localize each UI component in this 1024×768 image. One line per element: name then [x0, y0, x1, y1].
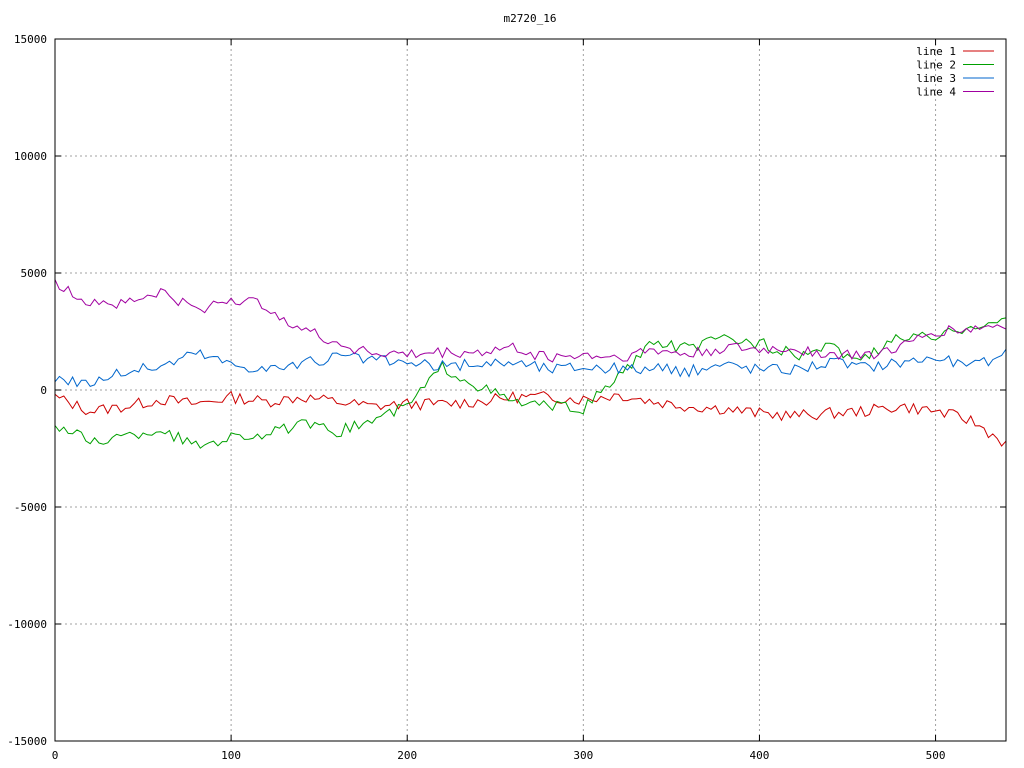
y-tick-label: 15000: [14, 33, 47, 46]
y-tick-label: -10000: [7, 618, 47, 631]
tick-layer: 0 100 200 300 400 500 -15000 -10000 -5000 0 5000 10…: [7, 33, 1006, 762]
x-tick-label: 200: [397, 749, 417, 762]
y-tick-label: 0: [40, 384, 47, 397]
series-line-2: [54, 317, 1007, 449]
x-tick-label: 0: [52, 749, 59, 762]
y-tick-label: 10000: [14, 150, 47, 163]
series-line-3: [54, 347, 1007, 390]
legend-label: line 1: [916, 45, 956, 58]
x-tick-label: 100: [221, 749, 241, 762]
y-tick-label: 5000: [21, 267, 48, 280]
series-line-4: [54, 279, 1007, 393]
legend-label: line 4: [916, 86, 956, 99]
y-tick-label: -15000: [7, 735, 47, 748]
x-tick-label: 500: [926, 749, 946, 762]
legend-label: line 2: [916, 59, 956, 72]
legend-label: line 3: [916, 72, 956, 85]
chart-title: m2720_16: [504, 12, 557, 25]
x-tick-label: 300: [573, 749, 593, 762]
y-tick-label: -5000: [14, 501, 47, 514]
series-line-1: [54, 390, 1007, 447]
x-tick-label: 400: [750, 749, 770, 762]
series-layer: [54, 279, 1007, 449]
grid-layer: [55, 39, 1006, 741]
